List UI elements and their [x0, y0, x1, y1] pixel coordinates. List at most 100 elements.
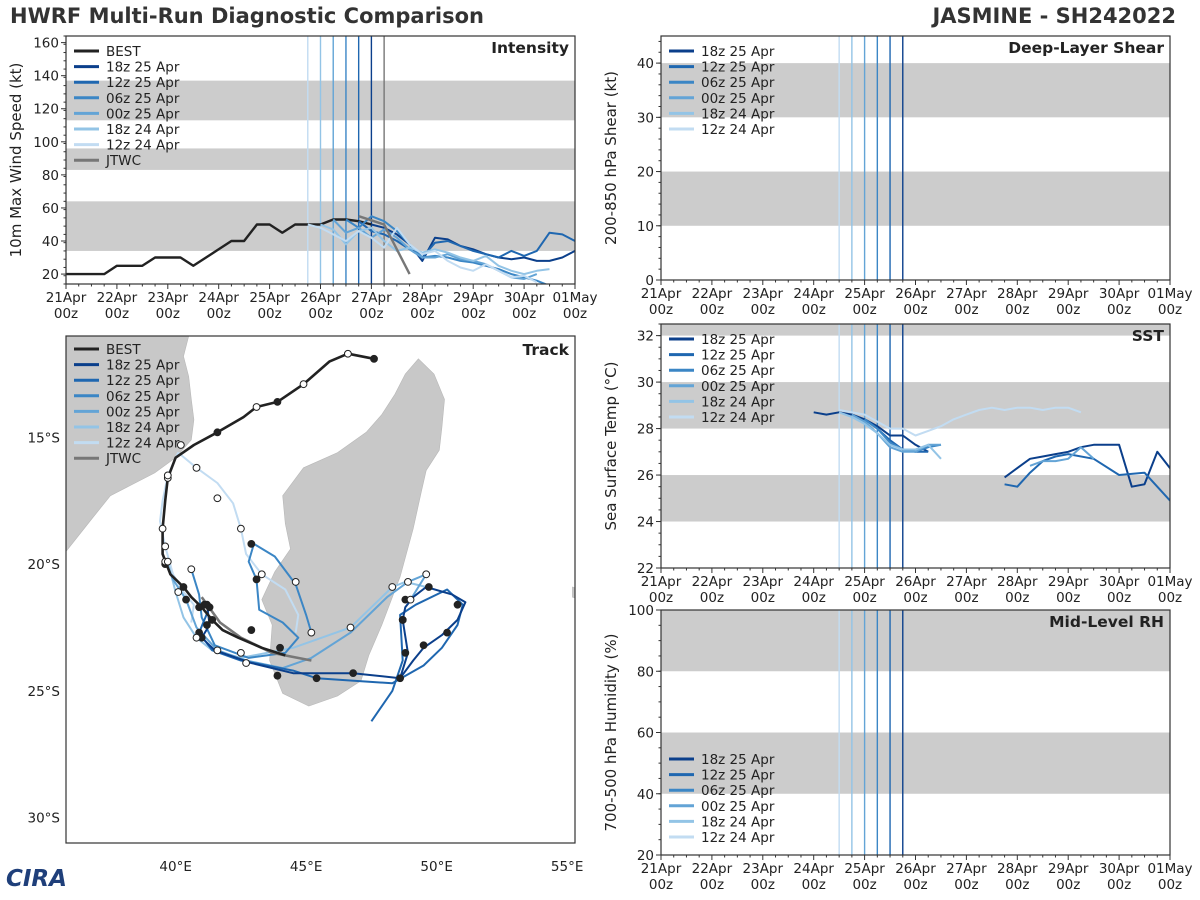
legend-label: 12z 24 Apr: [106, 436, 180, 452]
x-tick-label-day: 22Apr: [97, 290, 138, 306]
x-tick-label-hour: 00z: [1005, 590, 1029, 606]
x-tick-label-day: 27Apr: [946, 574, 987, 590]
threshold-band: [661, 63, 1170, 118]
threshold-band: [661, 732, 1170, 794]
x-tick-label-hour: 00z: [954, 590, 978, 606]
legend-label: 00z 25 Apr: [701, 379, 775, 395]
track-position-marker: [236, 648, 245, 657]
lat-label: 20°S: [28, 557, 61, 573]
x-tick-label-day: 28Apr: [402, 290, 443, 306]
plot-area: [661, 36, 1170, 280]
series-line: [66, 218, 372, 276]
panel-rh: 2040608010021Apr00z22Apr00z23Apr00z24Apr…: [602, 603, 1193, 893]
track-position-marker: [203, 621, 211, 629]
series-line: [838, 406, 1082, 437]
y-tick-label: 80: [42, 168, 59, 184]
track-position-marker: [312, 674, 321, 683]
x-tick-label-hour: 00z: [563, 306, 587, 322]
legend-label: 18z 25 Apr: [701, 44, 775, 60]
legend-label: 06z 25 Apr: [701, 75, 775, 91]
x-tick-label-day: 21Apr: [46, 290, 87, 306]
x-tick-label-hour: 00z: [1107, 302, 1131, 318]
track-line: [161, 352, 375, 657]
track-position-marker: [213, 428, 222, 437]
x-tick-label-hour: 00z: [207, 306, 231, 322]
x-tick-label-hour: 00z: [1158, 590, 1182, 606]
track-position-marker: [273, 671, 282, 680]
legend-label: JTWC: [105, 153, 141, 169]
landmass: [572, 586, 575, 599]
track-position-marker: [213, 494, 222, 503]
plot-area: [661, 324, 1170, 568]
x-tick-label-day: 26Apr: [895, 861, 936, 877]
x-tick-label-day: 24Apr: [198, 290, 239, 306]
x-tick-label-hour: 00z: [1056, 302, 1080, 318]
track-line: [190, 542, 313, 659]
legend-label: 18z 24 Apr: [106, 420, 180, 436]
legend-label: 18z 24 Apr: [106, 122, 180, 138]
track-position-marker: [346, 623, 355, 632]
track-position-marker: [273, 398, 282, 406]
legend-label: BEST: [106, 342, 141, 358]
x-tick-label-hour: 00z: [54, 306, 78, 322]
x-tick-label-day: 01May: [1147, 574, 1192, 590]
x-tick-label-day: 23Apr: [743, 861, 784, 877]
track-position-marker: [349, 669, 358, 678]
x-tick-label-day: 23Apr: [743, 574, 784, 590]
x-tick-label-hour: 00z: [802, 590, 826, 606]
x-tick-label-hour: 00z: [410, 306, 434, 322]
x-tick-label-day: 30Apr: [1099, 286, 1140, 302]
y-axis-label: 700-500 hPa Humidity (%): [602, 633, 620, 831]
lon-label: 45°E: [290, 859, 322, 875]
series-line: [307, 223, 538, 284]
x-tick-label-hour: 00z: [105, 306, 129, 322]
legend-label: 18z 24 Apr: [701, 106, 775, 122]
x-tick-label-day: 26Apr: [895, 574, 936, 590]
threshold-band: [661, 171, 1170, 226]
track-position-marker: [192, 463, 201, 472]
x-tick-label-day: 01May: [1147, 286, 1192, 302]
x-tick-label-day: 27Apr: [946, 286, 987, 302]
track-position-marker: [424, 583, 433, 591]
legend-label: 06z 25 Apr: [106, 91, 180, 107]
x-tick-label-day: 28Apr: [997, 574, 1038, 590]
track-position-marker: [291, 577, 300, 586]
x-tick-label-day: 28Apr: [997, 861, 1038, 877]
x-tick-label-day: 27Apr: [946, 861, 987, 877]
track-position-marker: [276, 643, 284, 652]
x-tick-label-hour: 00z: [1107, 590, 1131, 606]
panel-title: Intensity: [491, 39, 569, 57]
y-tick-label: 22: [637, 561, 654, 577]
y-tick-label: 60: [42, 201, 59, 217]
x-tick-label-hour: 00z: [954, 302, 978, 318]
panel-shear: 01020304021Apr00z22Apr00z23Apr00z24Apr00…: [602, 35, 1193, 318]
x-tick-label-day: 01May: [552, 290, 597, 306]
y-tick-label: 60: [637, 726, 654, 742]
y-tick-label: 30: [637, 110, 654, 126]
x-tick-label-day: 25Apr: [844, 574, 885, 590]
y-tick-label: 80: [637, 664, 654, 680]
legend-label: 18z 24 Apr: [701, 394, 775, 410]
y-tick-label: 120: [33, 102, 59, 118]
x-tick-label-day: 01May: [1147, 861, 1192, 877]
x-tick-label-hour: 00z: [512, 306, 536, 322]
landmass: [66, 336, 195, 552]
x-tick-label-hour: 00z: [649, 302, 673, 318]
y-tick-label: 20: [637, 848, 654, 864]
x-tick-label-hour: 00z: [1056, 590, 1080, 606]
x-tick-label-hour: 00z: [257, 306, 281, 322]
y-axis-label: Sea Surface Temp (°C): [602, 361, 620, 530]
track-position-marker: [163, 557, 172, 566]
track-position-marker: [208, 616, 217, 624]
track-line: [200, 586, 467, 680]
threshold-band: [661, 324, 1170, 336]
threshold-band: [661, 382, 1170, 429]
track-position-marker: [401, 648, 410, 657]
y-tick-label: 24: [637, 515, 654, 531]
panel-title: Mid-Level RH: [1049, 613, 1164, 631]
y-axis-label: 10m Max Wind Speed (kt): [7, 63, 25, 258]
y-tick-label: 32: [637, 329, 654, 345]
